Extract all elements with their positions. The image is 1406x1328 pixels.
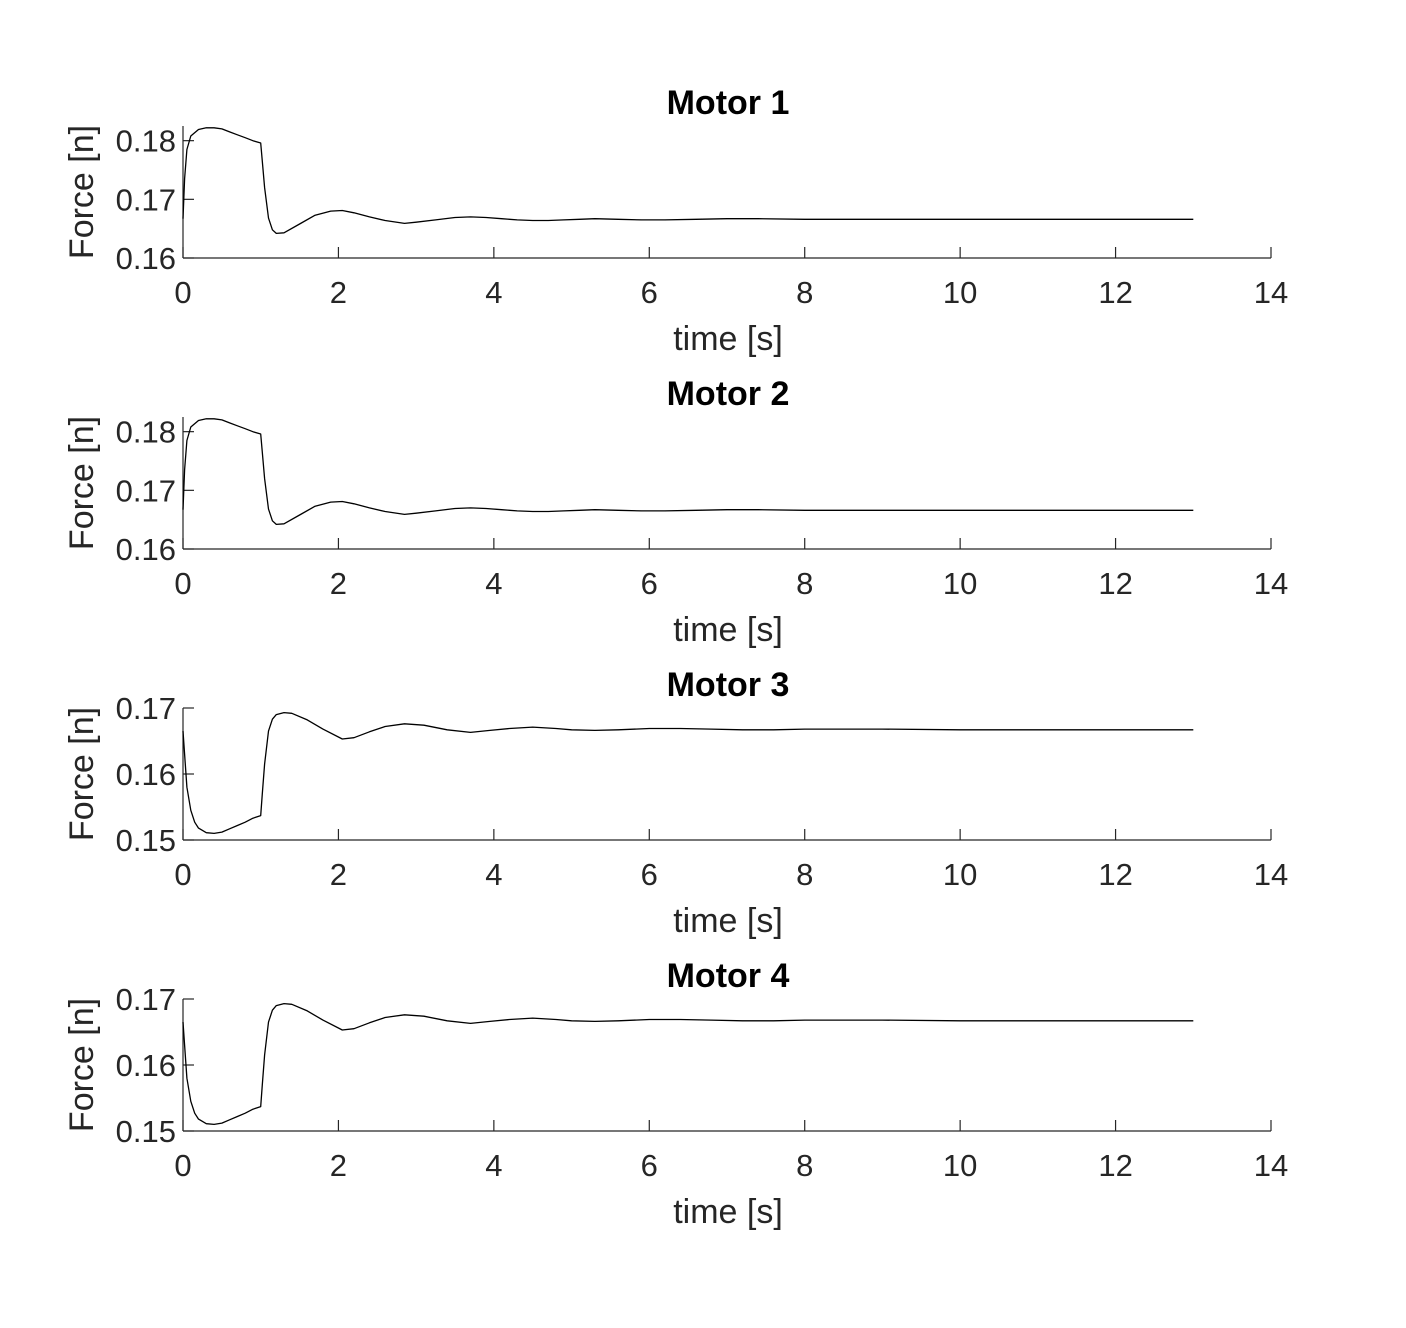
force-series-line <box>182 711 1194 835</box>
subplot-title: Motor 1 <box>667 84 790 122</box>
y-tick-label: 0.16 <box>116 241 176 276</box>
y-tick-label: 0.18 <box>116 124 176 159</box>
x-tick-label: 8 <box>796 1148 813 1183</box>
subplot-motor-1: Motor 1 0 2 4 6 8 10 12 14 0.16 0.17 0.18 time [s] Fo… <box>63 84 1288 358</box>
x-tick-label: 14 <box>1254 566 1288 601</box>
x-tick-label: 0 <box>174 566 191 601</box>
force-series-line <box>182 127 1194 235</box>
x-tick-label: 6 <box>641 275 658 310</box>
y-tick-label: 0.16 <box>116 532 176 567</box>
x-tick-label: 0 <box>174 857 191 892</box>
x-tick-label: 4 <box>485 857 502 892</box>
x-tick-label: 4 <box>485 275 502 310</box>
x-tick-label: 12 <box>1098 566 1132 601</box>
x-tick-label: 10 <box>943 857 977 892</box>
x-tick-label: 8 <box>796 275 813 310</box>
y-axis-label: Force [n] <box>63 998 101 1132</box>
y-tick-label: 0.15 <box>116 823 176 858</box>
x-tick-label: 2 <box>330 857 347 892</box>
y-axis-label: Force [n] <box>63 707 101 841</box>
subplot-title: Motor 2 <box>667 375 790 413</box>
x-tick-label: 14 <box>1254 1148 1288 1183</box>
x-tick-label: 12 <box>1098 857 1132 892</box>
x-axis-label: time [s] <box>673 1193 783 1231</box>
y-tick-label: 0.16 <box>116 1048 176 1083</box>
x-tick-label: 10 <box>943 275 977 310</box>
y-tick-label: 0.15 <box>116 1114 176 1149</box>
y-tick-label: 0.18 <box>116 415 176 450</box>
y-tick-label: 0.17 <box>116 182 176 217</box>
x-tick-label: 2 <box>330 566 347 601</box>
y-axis-label: Force [n] <box>63 416 101 550</box>
x-axis-label: time [s] <box>673 611 783 649</box>
x-axis-label: time [s] <box>673 320 783 358</box>
x-tick-label: 12 <box>1098 1148 1132 1183</box>
x-tick-label: 0 <box>174 275 191 310</box>
force-series-line <box>182 1002 1194 1126</box>
y-tick-label: 0.17 <box>116 982 176 1017</box>
x-axis-label: time [s] <box>673 902 783 940</box>
x-tick-label: 6 <box>641 566 658 601</box>
x-tick-label: 14 <box>1254 857 1288 892</box>
y-tick-label: 0.16 <box>116 757 176 792</box>
x-tick-label: 10 <box>943 566 977 601</box>
x-tick-label: 2 <box>330 275 347 310</box>
y-axis-label: Force [n] <box>63 125 101 259</box>
x-tick-label: 14 <box>1254 275 1288 310</box>
x-tick-label: 4 <box>485 566 502 601</box>
x-tick-label: 2 <box>330 1148 347 1183</box>
subplot-motor-2: Motor 2 0 2 4 6 8 10 12 14 0.16 0.17 0.18 time [s] Fo… <box>63 375 1288 649</box>
x-tick-label: 12 <box>1098 275 1132 310</box>
subplot-title: Motor 3 <box>667 666 790 704</box>
subplot-motor-4: Motor 4 0 2 4 6 8 10 12 14 0.15 0.16 0.17 time [s] Fo… <box>63 957 1288 1231</box>
x-tick-label: 4 <box>485 1148 502 1183</box>
x-tick-label: 0 <box>174 1148 191 1183</box>
x-tick-label: 8 <box>796 857 813 892</box>
x-tick-label: 6 <box>641 857 658 892</box>
y-tick-label: 0.17 <box>116 691 176 726</box>
subplot-title: Motor 4 <box>667 957 790 995</box>
x-tick-label: 6 <box>641 1148 658 1183</box>
x-tick-label: 10 <box>943 1148 977 1183</box>
y-tick-label: 0.17 <box>116 473 176 508</box>
x-tick-label: 8 <box>796 566 813 601</box>
force-series-line <box>182 418 1194 526</box>
subplot-motor-3: Motor 3 0 2 4 6 8 10 12 14 0.15 0.16 0.17 time [s] Fo… <box>63 666 1288 940</box>
